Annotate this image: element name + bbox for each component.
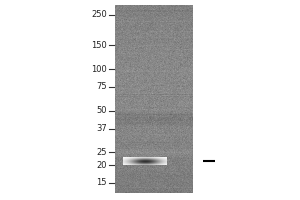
Text: 250: 250 <box>91 10 107 19</box>
Text: 25: 25 <box>97 148 107 157</box>
Text: 20: 20 <box>97 161 107 170</box>
Text: 150: 150 <box>91 41 107 50</box>
Text: kDa: kDa <box>89 0 107 1</box>
Text: 37: 37 <box>96 124 107 133</box>
Text: 15: 15 <box>97 178 107 187</box>
Text: 50: 50 <box>97 106 107 115</box>
Text: 100: 100 <box>91 65 107 74</box>
Text: 75: 75 <box>96 82 107 91</box>
